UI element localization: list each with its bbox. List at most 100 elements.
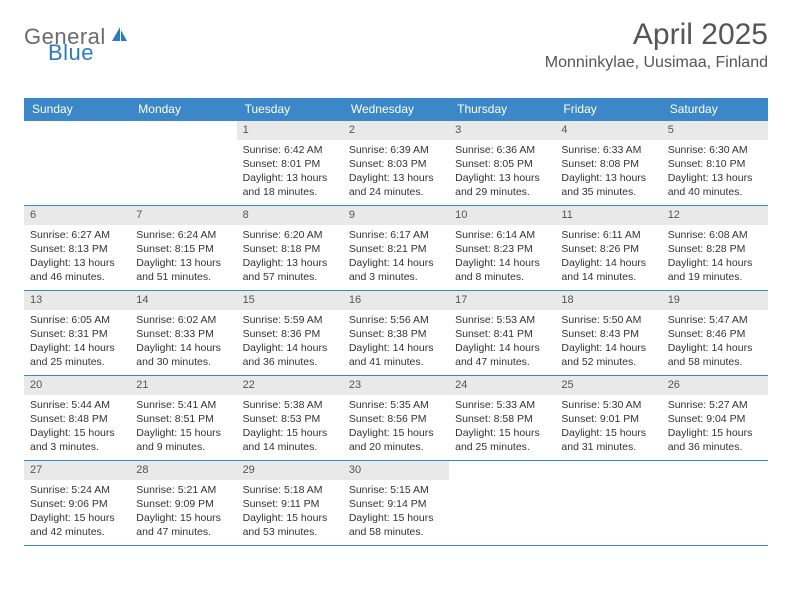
day-cell: 19Sunrise: 5:47 AMSunset: 8:46 PMDayligh… bbox=[662, 291, 768, 375]
day-body: Sunrise: 6:14 AMSunset: 8:23 PMDaylight:… bbox=[449, 225, 555, 289]
day-number: 15 bbox=[237, 291, 343, 310]
day-cell: 6Sunrise: 6:27 AMSunset: 8:13 PMDaylight… bbox=[24, 206, 130, 290]
day-number: 19 bbox=[662, 291, 768, 310]
day-number: 21 bbox=[130, 376, 236, 395]
week-row: 27Sunrise: 5:24 AMSunset: 9:06 PMDayligh… bbox=[24, 460, 768, 546]
day-line: Sunset: 8:36 PM bbox=[243, 327, 337, 341]
day-body: Sunrise: 5:38 AMSunset: 8:53 PMDaylight:… bbox=[237, 395, 343, 459]
day-line: Sunset: 8:08 PM bbox=[561, 157, 655, 171]
day-body bbox=[24, 125, 130, 132]
day-line: Sunset: 8:05 PM bbox=[455, 157, 549, 171]
day-line: Daylight: 14 hours and 52 minutes. bbox=[561, 341, 655, 369]
day-line: Sunrise: 5:35 AM bbox=[349, 398, 443, 412]
day-line: Sunset: 9:01 PM bbox=[561, 412, 655, 426]
day-body: Sunrise: 6:33 AMSunset: 8:08 PMDaylight:… bbox=[555, 140, 661, 204]
day-number: 11 bbox=[555, 206, 661, 225]
day-line: Sunrise: 5:27 AM bbox=[668, 398, 762, 412]
day-line: Daylight: 15 hours and 36 minutes. bbox=[668, 426, 762, 454]
day-cell: 8Sunrise: 6:20 AMSunset: 8:18 PMDaylight… bbox=[237, 206, 343, 290]
day-line: Sunset: 8:56 PM bbox=[349, 412, 443, 426]
day-body: Sunrise: 5:18 AMSunset: 9:11 PMDaylight:… bbox=[237, 480, 343, 544]
day-cell: 18Sunrise: 5:50 AMSunset: 8:43 PMDayligh… bbox=[555, 291, 661, 375]
day-line: Sunrise: 6:24 AM bbox=[136, 228, 230, 242]
day-line: Sunset: 8:15 PM bbox=[136, 242, 230, 256]
day-cell: 3Sunrise: 6:36 AMSunset: 8:05 PMDaylight… bbox=[449, 121, 555, 205]
day-number: 5 bbox=[662, 121, 768, 140]
day-number: 9 bbox=[343, 206, 449, 225]
day-line: Sunset: 8:53 PM bbox=[243, 412, 337, 426]
day-line: Daylight: 13 hours and 35 minutes. bbox=[561, 171, 655, 199]
day-body bbox=[130, 125, 236, 132]
day-line: Daylight: 15 hours and 53 minutes. bbox=[243, 511, 337, 539]
day-cell: 11Sunrise: 6:11 AMSunset: 8:26 PMDayligh… bbox=[555, 206, 661, 290]
day-line: Daylight: 14 hours and 19 minutes. bbox=[668, 256, 762, 284]
day-header-cell: Monday bbox=[130, 98, 236, 120]
day-line: Sunrise: 6:17 AM bbox=[349, 228, 443, 242]
day-body: Sunrise: 5:15 AMSunset: 9:14 PMDaylight:… bbox=[343, 480, 449, 544]
day-cell bbox=[130, 121, 236, 205]
day-body: Sunrise: 5:33 AMSunset: 8:58 PMDaylight:… bbox=[449, 395, 555, 459]
day-header-cell: Friday bbox=[555, 98, 661, 120]
day-line: Daylight: 15 hours and 25 minutes. bbox=[455, 426, 549, 454]
day-number: 24 bbox=[449, 376, 555, 395]
day-number: 7 bbox=[130, 206, 236, 225]
day-line: Sunset: 8:41 PM bbox=[455, 327, 549, 341]
day-line: Daylight: 14 hours and 3 minutes. bbox=[349, 256, 443, 284]
month-title: April 2025 bbox=[545, 18, 768, 52]
day-line: Sunrise: 5:53 AM bbox=[455, 313, 549, 327]
day-line: Sunrise: 6:33 AM bbox=[561, 143, 655, 157]
day-number: 1 bbox=[237, 121, 343, 140]
day-line: Sunrise: 5:30 AM bbox=[561, 398, 655, 412]
day-cell bbox=[449, 461, 555, 545]
day-number: 25 bbox=[555, 376, 661, 395]
day-number: 10 bbox=[449, 206, 555, 225]
day-body: Sunrise: 6:27 AMSunset: 8:13 PMDaylight:… bbox=[24, 225, 130, 289]
day-line: Daylight: 14 hours and 58 minutes. bbox=[668, 341, 762, 369]
day-header-cell: Thursday bbox=[449, 98, 555, 120]
day-body: Sunrise: 5:24 AMSunset: 9:06 PMDaylight:… bbox=[24, 480, 130, 544]
week-row: 1Sunrise: 6:42 AMSunset: 8:01 PMDaylight… bbox=[24, 120, 768, 205]
day-number: 17 bbox=[449, 291, 555, 310]
day-number: 20 bbox=[24, 376, 130, 395]
day-cell: 30Sunrise: 5:15 AMSunset: 9:14 PMDayligh… bbox=[343, 461, 449, 545]
day-cell: 9Sunrise: 6:17 AMSunset: 8:21 PMDaylight… bbox=[343, 206, 449, 290]
week-row: 20Sunrise: 5:44 AMSunset: 8:48 PMDayligh… bbox=[24, 375, 768, 460]
day-cell: 27Sunrise: 5:24 AMSunset: 9:06 PMDayligh… bbox=[24, 461, 130, 545]
day-line: Daylight: 14 hours and 30 minutes. bbox=[136, 341, 230, 369]
day-cell: 24Sunrise: 5:33 AMSunset: 8:58 PMDayligh… bbox=[449, 376, 555, 460]
day-line: Sunset: 9:04 PM bbox=[668, 412, 762, 426]
day-cell: 12Sunrise: 6:08 AMSunset: 8:28 PMDayligh… bbox=[662, 206, 768, 290]
day-line: Sunrise: 5:41 AM bbox=[136, 398, 230, 412]
day-body: Sunrise: 6:20 AMSunset: 8:18 PMDaylight:… bbox=[237, 225, 343, 289]
day-body: Sunrise: 6:17 AMSunset: 8:21 PMDaylight:… bbox=[343, 225, 449, 289]
day-body bbox=[449, 465, 555, 472]
day-cell: 21Sunrise: 5:41 AMSunset: 8:51 PMDayligh… bbox=[130, 376, 236, 460]
day-header-row: SundayMondayTuesdayWednesdayThursdayFrid… bbox=[24, 98, 768, 120]
day-line: Sunset: 8:31 PM bbox=[30, 327, 124, 341]
day-header-cell: Sunday bbox=[24, 98, 130, 120]
day-line: Sunset: 8:21 PM bbox=[349, 242, 443, 256]
day-line: Daylight: 13 hours and 57 minutes. bbox=[243, 256, 337, 284]
day-line: Daylight: 13 hours and 18 minutes. bbox=[243, 171, 337, 199]
day-header-cell: Tuesday bbox=[237, 98, 343, 120]
day-line: Daylight: 14 hours and 14 minutes. bbox=[561, 256, 655, 284]
day-line: Daylight: 13 hours and 51 minutes. bbox=[136, 256, 230, 284]
day-cell: 13Sunrise: 6:05 AMSunset: 8:31 PMDayligh… bbox=[24, 291, 130, 375]
day-line: Sunrise: 5:44 AM bbox=[30, 398, 124, 412]
day-line: Daylight: 13 hours and 40 minutes. bbox=[668, 171, 762, 199]
day-line: Sunset: 8:10 PM bbox=[668, 157, 762, 171]
day-number: 26 bbox=[662, 376, 768, 395]
day-body: Sunrise: 5:53 AMSunset: 8:41 PMDaylight:… bbox=[449, 310, 555, 374]
title-block: April 2025 Monninkylae, Uusimaa, Finland bbox=[545, 18, 768, 72]
day-line: Sunrise: 6:05 AM bbox=[30, 313, 124, 327]
day-body: Sunrise: 6:30 AMSunset: 8:10 PMDaylight:… bbox=[662, 140, 768, 204]
day-number: 18 bbox=[555, 291, 661, 310]
calendar-grid: SundayMondayTuesdayWednesdayThursdayFrid… bbox=[24, 98, 768, 546]
day-line: Sunset: 9:11 PM bbox=[243, 497, 337, 511]
day-line: Sunrise: 6:08 AM bbox=[668, 228, 762, 242]
day-line: Sunrise: 6:20 AM bbox=[243, 228, 337, 242]
day-number: 2 bbox=[343, 121, 449, 140]
day-line: Daylight: 15 hours and 42 minutes. bbox=[30, 511, 124, 539]
day-body: Sunrise: 6:08 AMSunset: 8:28 PMDaylight:… bbox=[662, 225, 768, 289]
day-line: Daylight: 14 hours and 8 minutes. bbox=[455, 256, 549, 284]
